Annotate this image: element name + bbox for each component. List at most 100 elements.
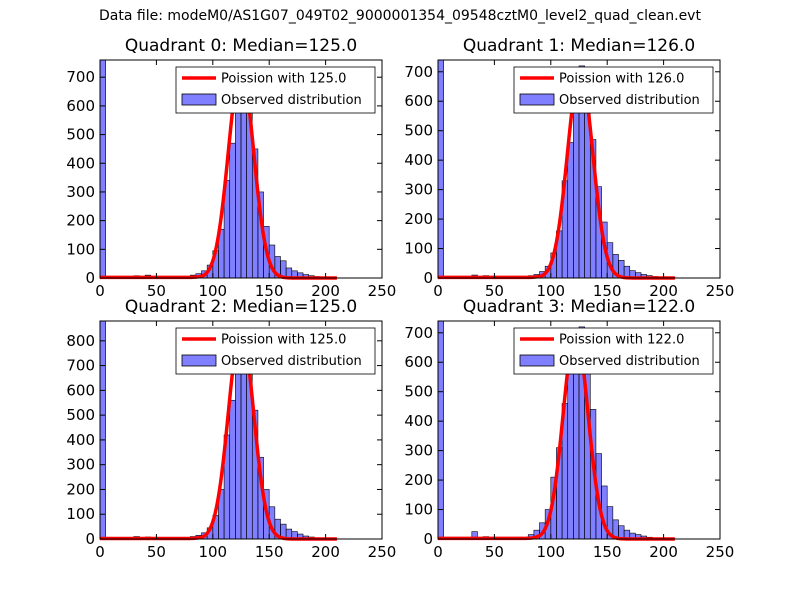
quadrant-1-title: Quadrant 1: Median=126.0 bbox=[462, 36, 696, 56]
x-tick-label: 200 bbox=[649, 543, 678, 561]
quadrant-3-plot: 0 50 100 150 200 250 0 100 200 300 400 500 600 700 Poi… bbox=[404, 320, 734, 561]
y-tick-label: 600 bbox=[66, 97, 95, 115]
legend-observed-swatch bbox=[181, 93, 217, 106]
histogram-bar bbox=[567, 142, 574, 279]
y-tick-label: 0 bbox=[423, 269, 433, 287]
y-tick-label: 400 bbox=[66, 431, 95, 449]
y-tick-label: 200 bbox=[404, 471, 433, 489]
quadrant-0-plot: 0 50 100 150 200 250 0 100 200 300 400 500 600 700 Poi… bbox=[66, 59, 396, 300]
histogram-bar bbox=[567, 358, 574, 540]
y-tick-label: 300 bbox=[404, 181, 433, 199]
x-tick-label: 50 bbox=[485, 543, 504, 561]
x-tick-label: 200 bbox=[311, 282, 340, 300]
quadrant-3-panel: 0 50 100 150 200 250 0 100 200 300 400 500 600 700 Poi… bbox=[404, 320, 734, 561]
y-tick-label: 300 bbox=[404, 442, 433, 460]
axes-frame bbox=[437, 320, 721, 540]
quadrant-0-panel: 0 50 100 150 200 250 0 100 200 300 400 500 600 700 Poi… bbox=[66, 59, 396, 300]
y-tick-label: 700 bbox=[66, 357, 95, 375]
figure-title: Data file: modeM0/AS1G07_049T02_90000013… bbox=[99, 8, 701, 24]
legend: Poission with 126.0 Observed distribution bbox=[513, 66, 714, 114]
histogram-bar bbox=[235, 350, 242, 540]
y-tick-label: 700 bbox=[66, 68, 95, 86]
x-tick-label: 250 bbox=[706, 282, 735, 300]
y-tick-label: 400 bbox=[66, 154, 95, 172]
y-tick-label: 500 bbox=[66, 126, 95, 144]
legend-fit-label: Poission with 125.0 bbox=[221, 72, 346, 87]
quadrant-1-panel: 0 50 100 150 200 250 0 100 200 300 400 500 600 700 Poi… bbox=[404, 59, 734, 300]
x-tick-label: 150 bbox=[255, 543, 284, 561]
histogram-bar bbox=[573, 97, 580, 279]
y-tick-label: 800 bbox=[66, 332, 95, 350]
x-tick-label: 100 bbox=[198, 282, 227, 300]
y-tick-label: 100 bbox=[66, 505, 95, 523]
quadrant-2-plot: 0 50 100 150 200 250 0 100 200 300 400 500 600 700 800… bbox=[66, 320, 396, 561]
quadrant-0-title: Quadrant 0: Median=125.0 bbox=[124, 36, 358, 56]
histogram-bar bbox=[235, 94, 242, 279]
axes-frame bbox=[99, 59, 383, 279]
legend-observed-label: Observed distribution bbox=[559, 93, 700, 108]
y-tick-label: 500 bbox=[404, 383, 433, 401]
x-tick-label: 200 bbox=[311, 543, 340, 561]
legend-observed-label: Observed distribution bbox=[221, 93, 362, 108]
y-tick-label: 200 bbox=[66, 212, 95, 230]
x-tick-label: 100 bbox=[198, 543, 227, 561]
x-tick-label: 50 bbox=[147, 543, 166, 561]
x-tick-label: 100 bbox=[536, 282, 565, 300]
y-tick-label: 600 bbox=[404, 353, 433, 371]
x-tick-label: 0 bbox=[95, 543, 105, 561]
y-tick-label: 700 bbox=[404, 324, 433, 342]
legend-fit-label: Poission with 126.0 bbox=[559, 72, 684, 87]
axes-frame bbox=[99, 320, 383, 540]
legend-observed-swatch bbox=[181, 354, 217, 367]
histogram-bar bbox=[437, 59, 444, 279]
y-tick-label: 400 bbox=[404, 151, 433, 169]
x-tick-label: 200 bbox=[649, 282, 678, 300]
legend: Poission with 125.0 Observed distribution bbox=[175, 66, 376, 114]
x-tick-label: 250 bbox=[368, 543, 397, 561]
y-tick-label: 200 bbox=[66, 480, 95, 498]
y-tick-label: 0 bbox=[423, 530, 433, 548]
x-tick-label: 0 bbox=[433, 543, 443, 561]
x-tick-label: 0 bbox=[95, 282, 105, 300]
x-tick-label: 50 bbox=[485, 282, 504, 300]
y-tick-label: 100 bbox=[404, 501, 433, 519]
x-tick-label: 150 bbox=[593, 282, 622, 300]
x-tick-label: 250 bbox=[368, 282, 397, 300]
x-tick-label: 150 bbox=[593, 543, 622, 561]
legend: Poission with 122.0 Observed distribution bbox=[513, 327, 714, 375]
quadrant-2-title: Quadrant 2: Median=125.0 bbox=[124, 297, 358, 317]
legend: Poission with 125.0 Observed distribution bbox=[175, 327, 376, 375]
histogram-bar bbox=[99, 59, 106, 279]
y-tick-label: 100 bbox=[404, 240, 433, 258]
x-tick-label: 100 bbox=[536, 543, 565, 561]
x-tick-label: 50 bbox=[147, 282, 166, 300]
histogram-bars bbox=[99, 59, 338, 279]
y-tick-label: 0 bbox=[85, 530, 95, 548]
y-tick-label: 300 bbox=[66, 456, 95, 474]
quadrant-1-plot: 0 50 100 150 200 250 0 100 200 300 400 500 600 700 Poi… bbox=[404, 59, 734, 300]
y-tick-label: 200 bbox=[404, 210, 433, 228]
histogram-bar bbox=[229, 142, 236, 279]
histogram-bar bbox=[437, 320, 444, 540]
x-tick-label: 150 bbox=[255, 282, 284, 300]
legend-observed-label: Observed distribution bbox=[221, 354, 362, 369]
legend-observed-label: Observed distribution bbox=[559, 354, 700, 369]
legend-observed-swatch bbox=[519, 93, 555, 106]
y-tick-label: 400 bbox=[404, 412, 433, 430]
histogram-bar bbox=[99, 320, 106, 540]
legend-fit-label: Poission with 122.0 bbox=[559, 333, 684, 348]
y-tick-label: 500 bbox=[66, 406, 95, 424]
y-tick-label: 300 bbox=[66, 183, 95, 201]
quadrant-3-title: Quadrant 3: Median=122.0 bbox=[462, 297, 696, 317]
legend-observed-swatch bbox=[519, 354, 555, 367]
x-tick-label: 250 bbox=[706, 543, 735, 561]
y-tick-label: 0 bbox=[85, 269, 95, 287]
quadrant-2-panel: 0 50 100 150 200 250 0 100 200 300 400 500 600 700 800… bbox=[66, 320, 396, 561]
axes-frame bbox=[437, 59, 721, 279]
y-tick-label: 100 bbox=[66, 240, 95, 258]
y-tick-label: 600 bbox=[66, 381, 95, 399]
legend-fit-label: Poission with 125.0 bbox=[221, 333, 346, 348]
y-tick-label: 500 bbox=[404, 122, 433, 140]
x-tick-label: 0 bbox=[433, 282, 443, 300]
